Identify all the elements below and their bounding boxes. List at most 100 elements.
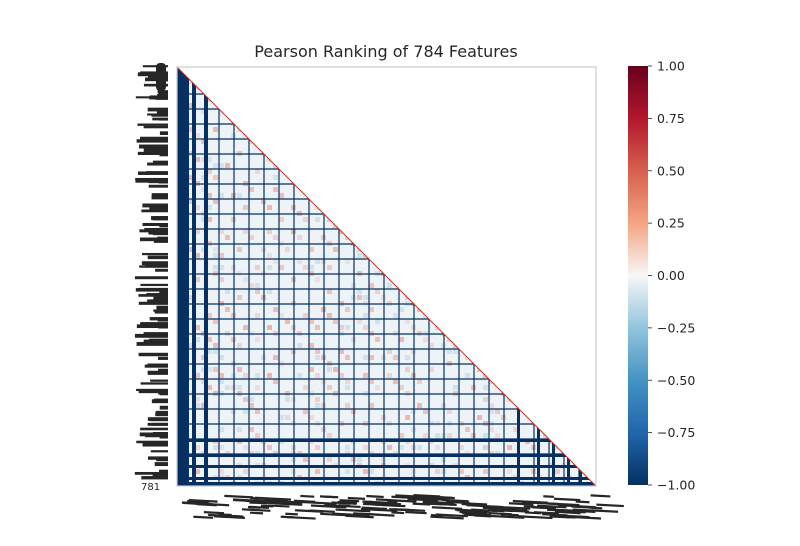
y-tick-label <box>135 96 168 99</box>
y-tick-label <box>159 469 168 473</box>
heatmap-cell <box>195 325 200 330</box>
heatmap-cell <box>195 229 200 234</box>
heatmap-cell <box>225 163 230 168</box>
colorbar-tick-label: −1.00 <box>657 478 695 493</box>
y-tick-label <box>158 261 168 266</box>
heatmap-cell <box>297 259 302 264</box>
heatmap-cell <box>489 427 494 432</box>
heatmap-cell <box>219 373 224 378</box>
heatmap-cell <box>195 403 200 408</box>
heatmap-cell <box>309 367 314 372</box>
heatmap-cell <box>213 343 218 348</box>
x-tick-label <box>554 510 567 514</box>
heatmap-cell <box>255 169 260 174</box>
y-tick-label <box>155 410 168 414</box>
x-tick-label <box>488 511 512 516</box>
x-tick-label <box>362 502 401 508</box>
heatmap-cell <box>315 469 320 474</box>
heatmap-cell <box>297 343 302 348</box>
heatmap-cell <box>219 355 224 360</box>
heatmap-cell <box>345 385 350 390</box>
heatmap-cell <box>489 403 494 408</box>
heatmap-cell <box>243 277 248 282</box>
heatmap-cell <box>297 373 302 378</box>
heatmap-cell <box>225 307 230 312</box>
heatmap-cell <box>369 307 374 312</box>
x-tick-label <box>362 500 374 504</box>
heatmap-cell <box>213 265 218 270</box>
heatmap-cell <box>309 319 314 324</box>
heatmap-cell <box>387 349 392 354</box>
heatmap-cell <box>213 127 218 132</box>
block-band <box>552 442 555 486</box>
x-tick-label <box>339 499 360 503</box>
y-tick-label <box>138 171 168 175</box>
heatmap-cell <box>279 217 284 222</box>
x-tick-label <box>188 499 218 503</box>
y-tick-label <box>143 148 168 153</box>
heatmap-cell <box>315 277 320 282</box>
heatmap-cell <box>363 295 368 300</box>
x-tick-label <box>441 496 455 500</box>
x-tick-label <box>575 500 590 504</box>
heatmap-cell <box>309 343 314 348</box>
heatmap-cell <box>345 445 350 450</box>
x-tick-label <box>543 495 555 498</box>
y-tick-label <box>153 309 168 312</box>
heatmap-cell <box>309 247 314 252</box>
heatmap-cell <box>447 409 452 414</box>
y-tick-label <box>139 229 168 233</box>
heatmap-cell <box>201 247 206 252</box>
heatmap-cell <box>285 415 290 420</box>
block-band <box>177 465 583 468</box>
heatmap-cell <box>213 199 218 204</box>
heatmap-cell <box>207 337 212 342</box>
heatmap-cell <box>267 325 272 330</box>
x-tick-label <box>557 515 576 519</box>
heatmap-cell <box>333 247 338 252</box>
heatmap-cell <box>417 379 422 384</box>
heatmap-cell <box>195 337 200 342</box>
y-tick-label <box>134 276 168 280</box>
heatmap-cell <box>315 445 320 450</box>
x-tick-label <box>267 504 290 508</box>
heatmap-cell <box>207 193 212 198</box>
y-tick-label <box>147 370 168 374</box>
heatmap-cell <box>267 265 272 270</box>
heatmap-cell <box>489 409 494 414</box>
heatmap-cell <box>273 259 278 264</box>
heatmap-cell <box>207 385 212 390</box>
heatmap-cell <box>345 325 350 330</box>
heatmap-cell <box>315 259 320 264</box>
x-tick-label <box>218 513 232 517</box>
heatmap-cell <box>219 193 224 198</box>
x-tick-label <box>249 511 264 515</box>
heatmap-cell <box>279 265 284 270</box>
x-tick-label <box>486 514 525 519</box>
x-tick-label <box>590 494 611 498</box>
heatmap-cell <box>477 415 482 420</box>
heatmap-cell <box>279 313 284 318</box>
heatmap-cell <box>219 163 224 168</box>
x-tick-label <box>471 508 498 513</box>
y-tick-label <box>136 324 168 329</box>
heatmap-cell <box>249 187 254 192</box>
colorbar: 1.00 0.75 0.50 0.25 0.00 −0.25 −0.50 −0.75 −1.00 <box>628 59 695 493</box>
heatmap-cell <box>213 163 218 168</box>
heatmap-cell <box>339 349 344 354</box>
heatmap-cell <box>357 295 362 300</box>
heatmap-cell <box>315 397 320 402</box>
heatmap-cell <box>219 379 224 384</box>
x-tick-label <box>182 501 211 506</box>
heatmap-cell <box>435 433 440 438</box>
heatmap-cell <box>285 247 290 252</box>
heatmap-cell <box>453 349 458 354</box>
y-tick-label <box>147 363 168 366</box>
heatmap-cell <box>399 337 404 342</box>
heatmap-cell <box>507 469 512 474</box>
y-tick-label <box>141 209 168 213</box>
y-tick-label <box>139 144 168 149</box>
heatmap-cell <box>309 415 314 420</box>
y-tick-label-last: 781 <box>141 482 160 493</box>
heatmap-cell <box>309 265 314 270</box>
